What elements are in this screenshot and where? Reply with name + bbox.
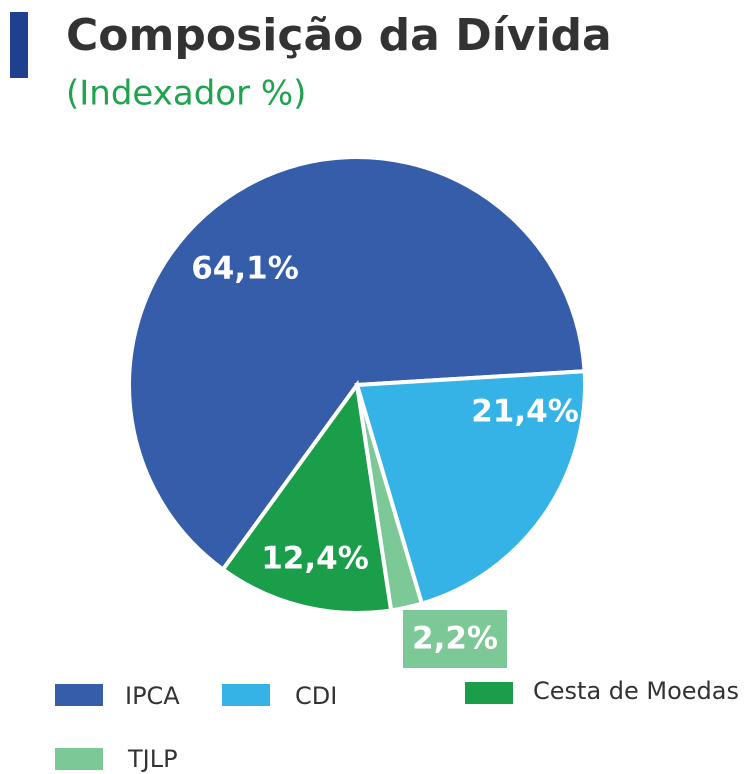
pie-slice (354, 369, 587, 607)
data-label: 64,1% (191, 251, 299, 287)
legend-label: CDI (295, 682, 337, 710)
data-label: 2,2% (412, 621, 498, 657)
chart-title: Composição da Dívida (66, 10, 612, 61)
data-label: 21,4% (471, 394, 579, 430)
pie-slice (220, 379, 394, 615)
pie-slice (127, 155, 587, 573)
label-box (403, 610, 507, 668)
legend-label: Cesta de Moedas (533, 677, 739, 705)
data-label: 12,4% (261, 541, 369, 577)
legend-label: IPCA (125, 682, 180, 710)
title-bar (10, 12, 28, 78)
chart-subtitle: (Indexador %) (66, 74, 306, 114)
legend-swatch (222, 684, 270, 706)
legend-swatch (55, 748, 103, 770)
legend-label: TJLP (127, 745, 178, 773)
legend-swatch (55, 684, 103, 706)
legend-swatch (465, 682, 513, 704)
